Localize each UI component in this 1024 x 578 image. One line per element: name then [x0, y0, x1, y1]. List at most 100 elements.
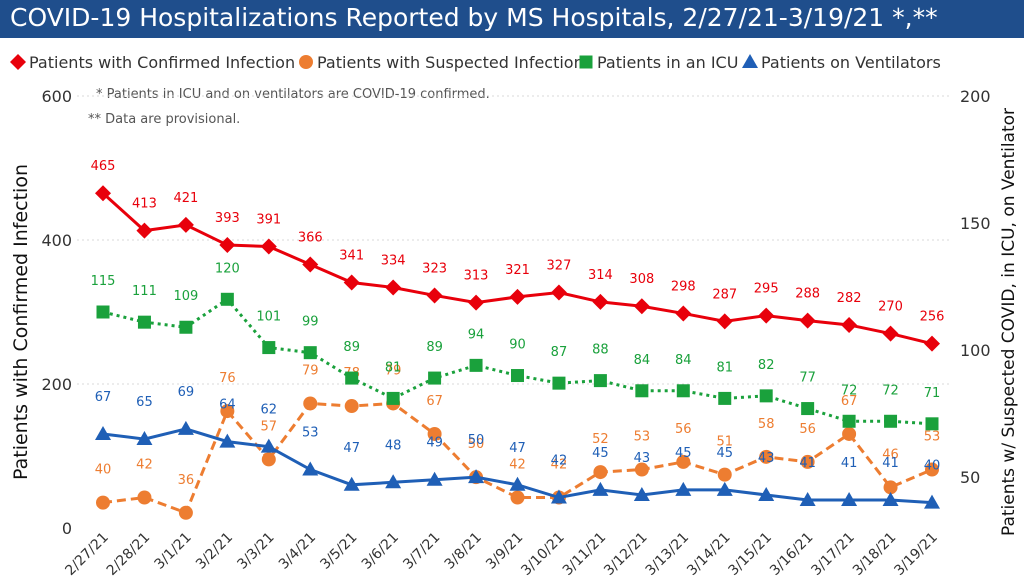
data-point: [136, 222, 153, 239]
data-label: 62: [261, 403, 278, 418]
data-point: [260, 438, 277, 453]
data-label: 42: [551, 454, 568, 469]
data-label: 43: [634, 451, 651, 466]
data-point: [510, 490, 525, 505]
data-label: 84: [675, 353, 692, 368]
data-point: [219, 237, 236, 254]
data-label: 53: [634, 430, 651, 445]
data-point: [260, 238, 277, 255]
data-label: 282: [837, 291, 862, 306]
data-label: 45: [675, 446, 692, 461]
data-point: [426, 287, 443, 304]
data-point: [884, 414, 898, 428]
data-label: 76: [219, 371, 236, 386]
data-label: 53: [302, 426, 319, 441]
data-label: 393: [215, 211, 240, 226]
x-tick-label: 3/3/21: [234, 530, 277, 573]
data-point: [343, 274, 360, 291]
data-label: 45: [592, 446, 609, 461]
data-point: [925, 462, 939, 477]
x-tick-label: 2/28/21: [104, 530, 153, 578]
data-point: [220, 404, 235, 419]
data-point: [96, 495, 110, 510]
chart-title: COVID-19 Hospitalizations Reported by MS…: [10, 3, 938, 32]
data-point: [841, 492, 858, 507]
x-tick-label: 3/12/21: [601, 530, 650, 578]
data-label: 41: [799, 456, 816, 471]
legend-label: Patients in an ICU: [597, 53, 738, 72]
data-point: [758, 307, 775, 324]
data-label: 87: [551, 345, 568, 360]
data-point: [511, 369, 524, 383]
data-label: 56: [675, 422, 692, 437]
data-point: [426, 471, 443, 486]
data-point: [468, 294, 485, 311]
data-point: [800, 454, 815, 469]
y-tick-label: 200: [41, 375, 72, 394]
data-label: 49: [426, 436, 443, 451]
data-point: [262, 341, 276, 355]
data-label: 270: [878, 300, 903, 315]
data-label: 295: [754, 282, 779, 297]
y2-tick-label: 150: [960, 214, 991, 233]
data-point: [344, 399, 359, 414]
data-point: [136, 431, 153, 446]
data-point: [759, 449, 774, 464]
data-point: [302, 461, 319, 476]
data-point: [385, 474, 402, 489]
data-point: [509, 288, 526, 305]
data-label: 67: [426, 394, 443, 409]
legend-label: Patients with Suspected Infection: [317, 53, 584, 72]
data-label: 256: [920, 310, 945, 325]
data-point: [95, 185, 111, 202]
data-point: [718, 391, 732, 405]
data-label: 334: [381, 254, 406, 269]
x-tick-label: 3/5/21: [317, 530, 360, 573]
data-point: [343, 476, 360, 491]
data-label: 101: [256, 310, 281, 325]
data-label: 413: [132, 197, 157, 212]
data-label: 321: [505, 263, 530, 278]
data-label: 77: [799, 371, 816, 386]
data-label: 50: [468, 433, 485, 448]
legend-triangle-icon: [742, 54, 758, 68]
legend-circle-icon: [299, 55, 313, 69]
data-point: [179, 320, 193, 334]
data-label: 53: [924, 430, 941, 445]
data-label: 65: [136, 395, 153, 410]
data-point: [593, 465, 608, 480]
data-label: 47: [343, 441, 360, 456]
x-tick-label: 3/1/21: [152, 530, 195, 573]
data-label: 47: [509, 441, 526, 456]
chart-note: ** Data are provisional.: [88, 112, 240, 127]
data-label: 69: [178, 385, 195, 400]
data-point: [635, 384, 649, 398]
legend-label: Patients on Ventilators: [761, 53, 941, 72]
x-tick-label: 3/2/21: [193, 530, 236, 573]
x-tick-label: 3/4/21: [276, 530, 319, 573]
data-point: [675, 305, 692, 322]
data-label: 314: [588, 268, 613, 283]
series-line: [102, 401, 933, 515]
chart-notes: * Patients in ICU and on ventilators are…: [88, 87, 490, 127]
data-label: 120: [215, 261, 240, 276]
data-point: [799, 492, 816, 507]
y-tick-label: 400: [41, 231, 72, 250]
data-label: 51: [716, 435, 733, 450]
data-point: [95, 425, 111, 440]
y2-tick-label: 100: [960, 341, 991, 360]
x-tick-label: 3/15/21: [726, 530, 775, 578]
x-tick-label: 3/19/21: [891, 530, 940, 578]
data-label: 57: [261, 419, 278, 434]
data-point: [385, 279, 402, 296]
data-point: [96, 305, 110, 319]
x-tick-label: 3/10/21: [518, 530, 567, 578]
data-point: [552, 376, 566, 390]
data-point: [261, 452, 276, 467]
gridlines: [77, 95, 952, 385]
data-label: 42: [509, 458, 526, 473]
data-label: 79: [302, 363, 319, 378]
x-tick-label: 3/14/21: [684, 530, 733, 578]
data-label: 45: [716, 446, 733, 461]
data-point: [801, 402, 815, 416]
